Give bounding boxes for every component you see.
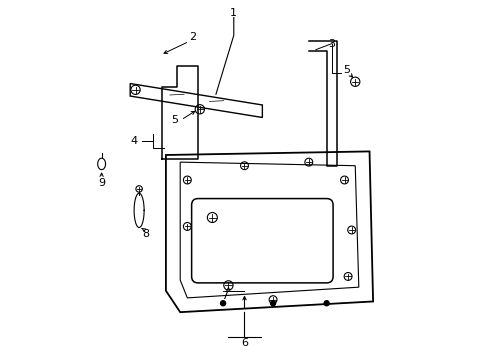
Text: 5: 5 — [171, 115, 178, 125]
Text: 1: 1 — [230, 8, 237, 18]
Text: 7: 7 — [221, 291, 228, 301]
Circle shape — [324, 301, 328, 306]
Text: 6: 6 — [241, 338, 247, 347]
Text: 5: 5 — [342, 65, 349, 75]
Text: 3: 3 — [328, 39, 335, 49]
Text: 4: 4 — [131, 136, 138, 147]
Text: 8: 8 — [142, 229, 149, 239]
Text: 2: 2 — [189, 32, 196, 42]
Circle shape — [220, 301, 225, 306]
Text: 9: 9 — [98, 178, 105, 188]
Circle shape — [270, 301, 275, 306]
